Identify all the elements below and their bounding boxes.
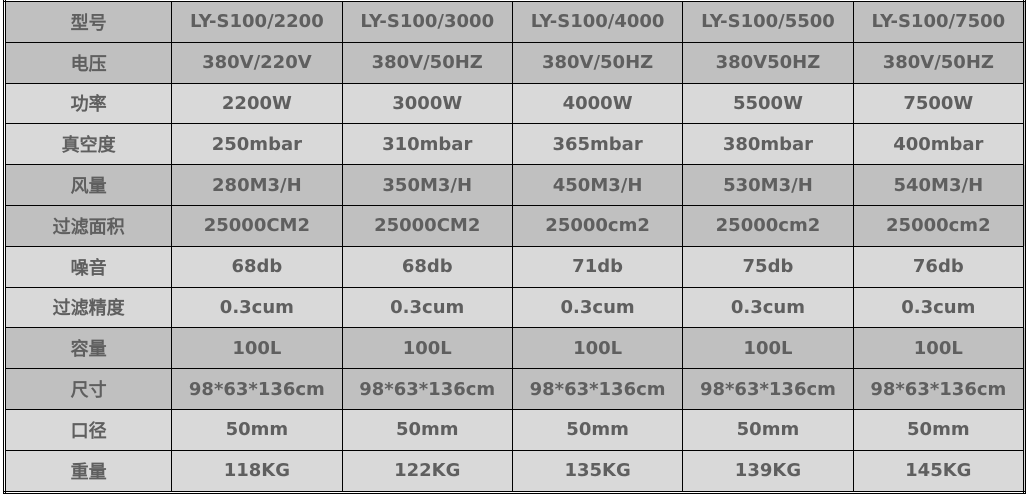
- table-cell: 100L: [682, 327, 854, 370]
- table-cell: LY-S100/5500: [682, 0, 854, 43]
- table-cell: 4000W: [511, 82, 684, 125]
- table-cell: 250mbar: [171, 123, 343, 166]
- table-cell: 380mbar: [682, 123, 854, 166]
- table-cell: 280M3/H: [171, 164, 343, 206]
- table-cell: 98*63*136cm: [341, 368, 513, 410]
- header-row: 型号 LY-S100/2200 LY-S100/3000 LY-S100/4000 LY…: [3, 0, 1026, 43]
- table-cell: 380V50HZ: [682, 41, 854, 84]
- table-cell: 530M3/H: [682, 164, 854, 206]
- table-cell: 25000cm2: [852, 204, 1026, 247]
- table-cell: 0.3cum: [171, 286, 343, 329]
- table-cell: 25000cm2: [682, 204, 854, 247]
- row-label: 电压: [3, 41, 173, 84]
- table-cell: 310mbar: [341, 123, 513, 166]
- table-cell: 122KG: [341, 449, 513, 493]
- table-row: 电压 380V/220V 380V/50HZ 380V/50HZ 380V50HZ 380…: [3, 41, 1026, 84]
- table-cell: 380V/50HZ: [341, 41, 513, 84]
- table-cell: 25000CM2: [341, 204, 513, 247]
- table-row: 口径 50mm 50mm 50mm 50mm 50mm: [3, 408, 1026, 451]
- table-row: 风量 280M3/H 350M3/H 450M3/H 530M3/H 540M3/H: [3, 164, 1026, 206]
- table-cell: 380V/50HZ: [511, 41, 684, 84]
- table-cell: 139KG: [682, 449, 854, 493]
- table-cell: 7500W: [852, 82, 1026, 125]
- table-cell: 50mm: [852, 408, 1026, 451]
- table-cell: 2200W: [171, 82, 343, 125]
- table-cell: LY-S100/2200: [171, 0, 343, 43]
- row-label: 风量: [3, 164, 173, 206]
- table-row: 过滤精度 0.3cum 0.3cum 0.3cum 0.3cum 0.3cum: [3, 286, 1026, 329]
- table-cell: 350M3/H: [341, 164, 513, 206]
- table-row: 真空度 250mbar 310mbar 365mbar 380mbar 400mbar: [3, 123, 1026, 166]
- table-cell: 100L: [341, 327, 513, 370]
- table-row: 容量 100L 100L 100L 100L 100L: [3, 327, 1026, 370]
- table-cell: 3000W: [341, 82, 513, 125]
- table-cell: 98*63*136cm: [511, 368, 684, 410]
- spec-table: 型号 LY-S100/2200 LY-S100/3000 LY-S100/4000 LY…: [3, 0, 1026, 494]
- row-label: 型号: [3, 0, 173, 43]
- table-cell: 50mm: [171, 408, 343, 451]
- table-cell: LY-S100/7500: [852, 0, 1026, 43]
- table-cell: 365mbar: [511, 123, 684, 166]
- table-cell: LY-S100/4000: [511, 0, 684, 43]
- table-cell: 400mbar: [852, 123, 1026, 166]
- table-cell: 540M3/H: [852, 164, 1026, 206]
- table-cell: 25000cm2: [511, 204, 684, 247]
- row-label: 尺寸: [3, 368, 173, 410]
- table-row: 过滤面积 25000CM2 25000CM2 25000cm2 25000cm2 2500…: [3, 204, 1026, 247]
- table-cell: 380V/220V: [171, 41, 343, 84]
- row-label: 口径: [3, 408, 173, 451]
- table-cell: 135KG: [511, 449, 684, 493]
- row-label: 功率: [3, 82, 173, 125]
- row-label: 过滤面积: [3, 204, 173, 247]
- table-cell: 50mm: [511, 408, 684, 451]
- table-cell: 76db: [852, 245, 1026, 288]
- table-row: 功率 2200W 3000W 4000W 5500W 7500W: [3, 82, 1026, 125]
- table-cell: 145KG: [852, 449, 1026, 493]
- table-cell: 100L: [171, 327, 343, 370]
- table-row: 尺寸 98*63*136cm 98*63*136cm 98*63*136cm 98*63…: [3, 368, 1026, 410]
- row-label: 重量: [3, 449, 173, 493]
- table-row: 重量 118KG 122KG 135KG 139KG 145KG: [3, 449, 1026, 493]
- table-cell: 450M3/H: [511, 164, 684, 206]
- table-cell: 98*63*136cm: [852, 368, 1026, 410]
- table-cell: 5500W: [682, 82, 854, 125]
- row-label: 噪音: [3, 245, 173, 288]
- table-cell: 118KG: [171, 449, 343, 493]
- table-cell: 0.3cum: [852, 286, 1026, 329]
- row-label: 过滤精度: [3, 286, 173, 329]
- table-cell: 50mm: [682, 408, 854, 451]
- table-cell: 50mm: [341, 408, 513, 451]
- table-cell: 380V/50HZ: [852, 41, 1026, 84]
- table-cell: 0.3cum: [682, 286, 854, 329]
- table-cell: 100L: [852, 327, 1026, 370]
- table-cell: 75db: [682, 245, 854, 288]
- table-cell: 71db: [511, 245, 684, 288]
- table-row: 噪音 68db 68db 71db 75db 76db: [3, 245, 1026, 288]
- table-cell: 25000CM2: [171, 204, 343, 247]
- table-cell: 98*63*136cm: [682, 368, 854, 410]
- table-cell: 100L: [511, 327, 684, 370]
- table-cell: 0.3cum: [341, 286, 513, 329]
- table-cell: 68db: [171, 245, 343, 288]
- row-label: 真空度: [3, 123, 173, 166]
- table-cell: LY-S100/3000: [341, 0, 513, 43]
- table-cell: 68db: [341, 245, 513, 288]
- table-cell: 0.3cum: [511, 286, 684, 329]
- table-cell: 98*63*136cm: [171, 368, 343, 410]
- row-label: 容量: [3, 327, 173, 370]
